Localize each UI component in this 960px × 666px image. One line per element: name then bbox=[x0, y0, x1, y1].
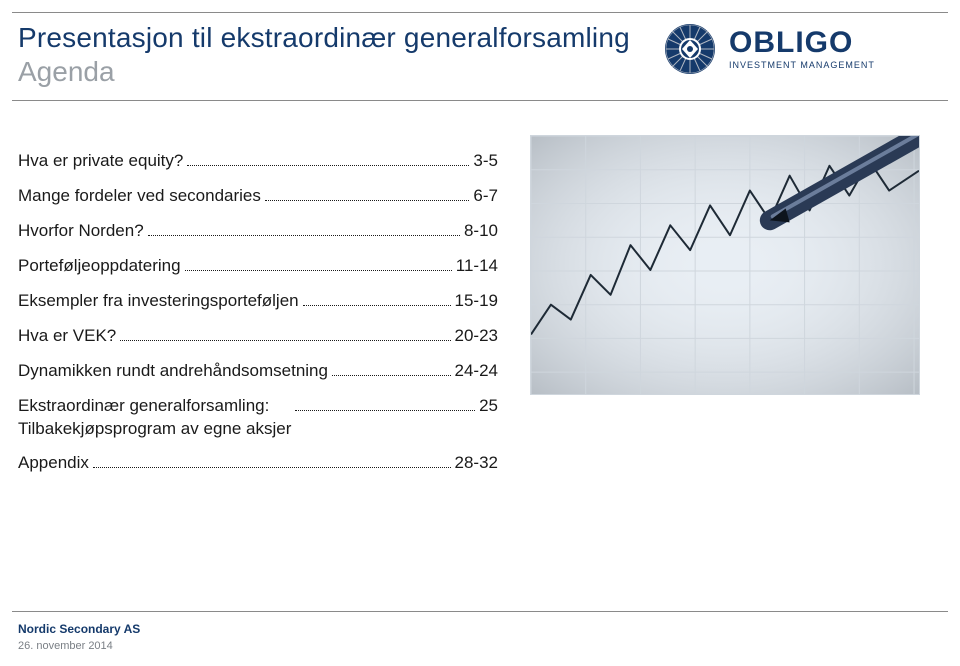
agenda-item-leader bbox=[332, 375, 451, 376]
agenda-item: Mange fordeler ved secondaries 6-7 bbox=[18, 185, 498, 208]
agenda-item-pages: 28-32 bbox=[455, 452, 498, 475]
footer-company: Nordic Secondary AS bbox=[18, 622, 140, 636]
agenda-item-pages: 15-19 bbox=[455, 290, 498, 313]
agenda-item: Appendix 28-32 bbox=[18, 452, 498, 475]
agenda-item-label: Dynamikken rundt andrehåndsomsetning bbox=[18, 360, 328, 383]
agenda-item-pages: 25 bbox=[479, 395, 498, 418]
agenda-item-pages: 3-5 bbox=[473, 150, 498, 173]
agenda-item-leader bbox=[185, 270, 452, 271]
agenda-item-leader bbox=[120, 340, 450, 341]
footer: Nordic Secondary AS 26. november 2014 bbox=[18, 622, 140, 652]
agenda-list: Hva er private equity? 3-5 Mange fordeler … bbox=[18, 150, 498, 487]
logo: OBLIGO INVESTMENT MANAGEMENT bbox=[663, 22, 928, 76]
agenda-item-label: Eksempler fra investeringsporteføljen bbox=[18, 290, 299, 313]
title-block: Presentasjon til ekstraordinær generalfo… bbox=[18, 22, 660, 88]
agenda-item-leader bbox=[148, 235, 460, 236]
agenda-item-leader bbox=[265, 200, 470, 201]
page-subtitle: Agenda bbox=[18, 56, 660, 88]
top-rule bbox=[12, 12, 948, 13]
footer-date: 26. november 2014 bbox=[18, 640, 140, 652]
agenda-item-leader bbox=[93, 467, 451, 468]
agenda-item-pages: 6-7 bbox=[473, 185, 498, 208]
logo-tagline: INVESTMENT MANAGEMENT bbox=[729, 60, 875, 70]
agenda-item: Eksempler fra investeringsporteføljen 15-… bbox=[18, 290, 498, 313]
agenda-item-label: Appendix bbox=[18, 452, 89, 475]
logo-text: OBLIGO INVESTMENT MANAGEMENT bbox=[729, 28, 875, 70]
agenda-item-label: Porteføljeoppdatering bbox=[18, 255, 181, 278]
agenda-item-label: Hvorfor Norden? bbox=[18, 220, 144, 243]
agenda-item: Hva er VEK? 20-23 bbox=[18, 325, 498, 348]
slide: Presentasjon til ekstraordinær generalfo… bbox=[0, 0, 960, 666]
agenda-item: Dynamikken rundt andrehåndsomsetning 24-2… bbox=[18, 360, 498, 383]
agenda-item-label: Hva er VEK? bbox=[18, 325, 116, 348]
logo-emblem-icon bbox=[663, 22, 717, 76]
agenda-item-leader bbox=[303, 305, 451, 306]
agenda-item-leader bbox=[187, 165, 469, 166]
agenda-item: Hvorfor Norden? 8-10 bbox=[18, 220, 498, 243]
page-title: Presentasjon til ekstraordinær generalfo… bbox=[18, 22, 660, 54]
logo-word: OBLIGO bbox=[729, 28, 875, 58]
agenda-item-pages: 8-10 bbox=[464, 220, 498, 243]
agenda-item-pages: 24-24 bbox=[455, 360, 498, 383]
agenda-item-label: Mange fordeler ved secondaries bbox=[18, 185, 261, 208]
agenda-item: Ekstraordinær generalforsamling: Tilbake… bbox=[18, 395, 498, 441]
header-rule bbox=[12, 100, 948, 101]
agenda-item-pages: 11-14 bbox=[456, 255, 498, 278]
footer-rule bbox=[12, 611, 948, 612]
agenda-item-label: Hva er private equity? bbox=[18, 150, 183, 173]
agenda-item-label: Ekstraordinær generalforsamling: Tilbake… bbox=[18, 395, 291, 441]
agenda-item-leader bbox=[295, 410, 475, 411]
chart-illustration bbox=[530, 135, 920, 395]
agenda-item: Porteføljeoppdatering 11-14 bbox=[18, 255, 498, 278]
agenda-item: Hva er private equity? 3-5 bbox=[18, 150, 498, 173]
agenda-item-pages: 20-23 bbox=[455, 325, 498, 348]
